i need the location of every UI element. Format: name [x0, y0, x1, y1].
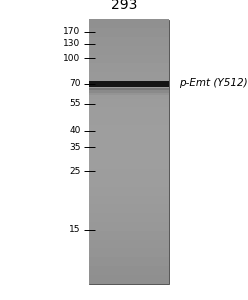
Text: 35: 35	[69, 142, 81, 152]
Text: p-Emt (Y512): p-Emt (Y512)	[179, 77, 247, 88]
Bar	[89, 213, 169, 222]
Bar	[89, 37, 169, 46]
Bar	[89, 64, 169, 72]
Bar	[89, 93, 169, 95]
Bar	[89, 107, 169, 116]
Bar	[89, 187, 169, 196]
Bar	[89, 81, 169, 90]
Bar	[89, 143, 169, 152]
Text: 70: 70	[69, 80, 81, 88]
Bar	[89, 81, 169, 87]
Bar	[89, 160, 169, 169]
Bar	[89, 275, 169, 284]
Text: 100: 100	[63, 54, 81, 63]
Text: 170: 170	[63, 27, 81, 36]
Bar	[89, 88, 169, 90]
Bar	[89, 204, 169, 213]
Bar	[89, 90, 169, 99]
Bar	[89, 257, 169, 266]
Bar	[89, 46, 169, 55]
Text: 55: 55	[69, 99, 81, 108]
Bar	[89, 99, 169, 107]
Bar	[89, 20, 169, 283]
Text: 15: 15	[69, 225, 81, 234]
Bar	[89, 28, 169, 37]
Bar	[89, 248, 169, 257]
Bar	[89, 231, 169, 239]
Bar	[89, 20, 169, 28]
Bar	[89, 90, 169, 93]
Text: 40: 40	[69, 126, 81, 135]
Text: 25: 25	[69, 167, 81, 176]
Text: 130: 130	[63, 39, 81, 48]
Bar	[89, 134, 169, 143]
Bar	[89, 72, 169, 81]
Bar	[89, 125, 169, 134]
Bar	[89, 178, 169, 187]
Bar	[89, 152, 169, 160]
Bar	[89, 116, 169, 125]
Bar	[89, 169, 169, 178]
Bar	[89, 266, 169, 275]
Bar	[89, 239, 169, 248]
Text: 293: 293	[111, 0, 137, 12]
Bar	[89, 222, 169, 231]
Bar	[89, 55, 169, 64]
Bar	[89, 196, 169, 204]
